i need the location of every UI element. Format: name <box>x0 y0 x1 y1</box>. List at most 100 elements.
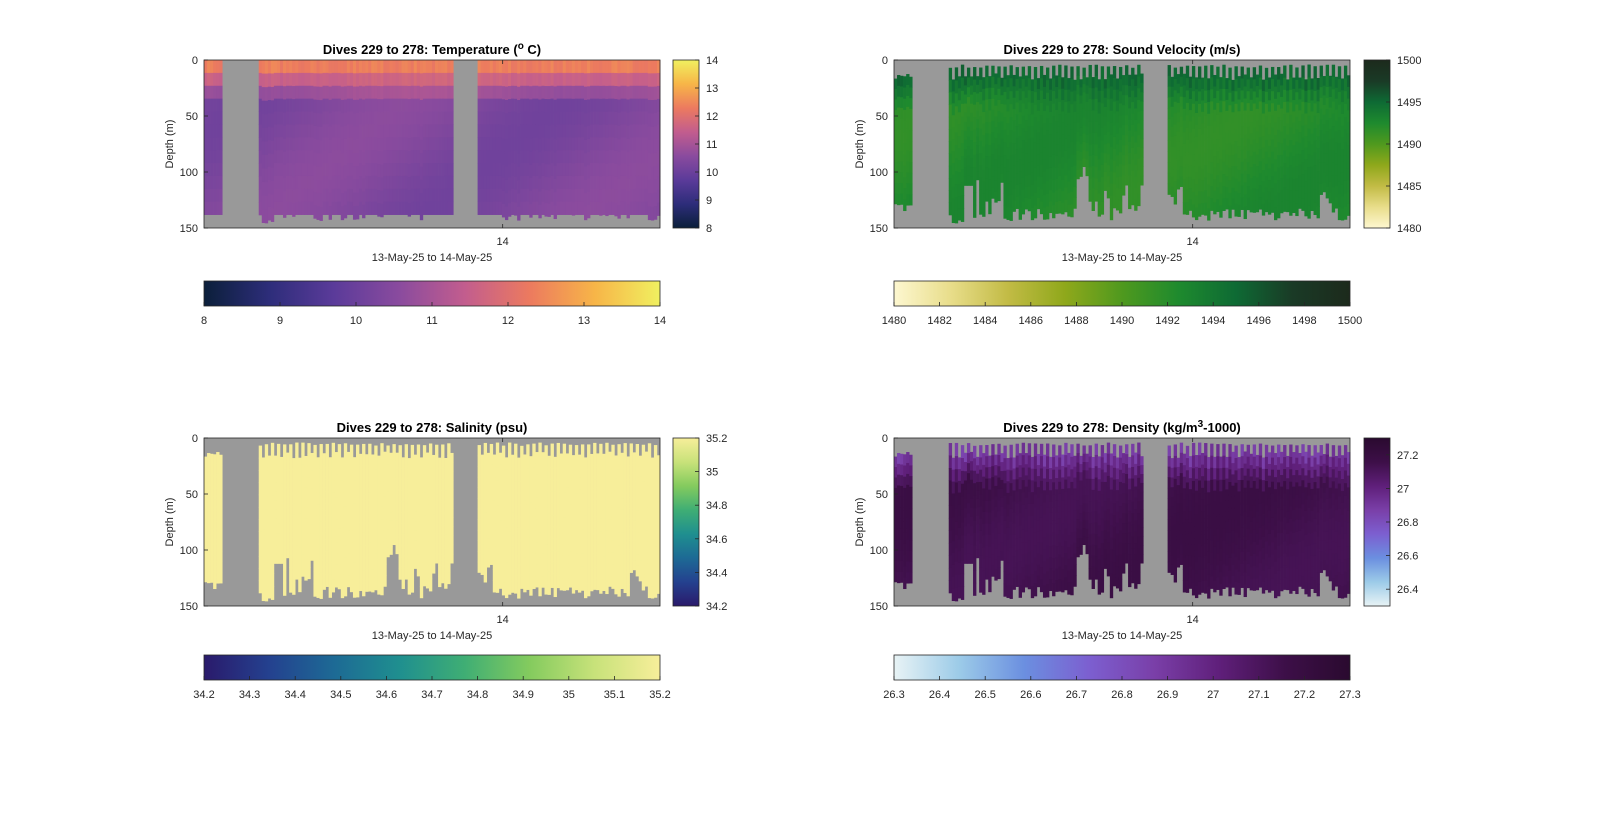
profile-cell <box>568 124 573 138</box>
profile-cell <box>1000 112 1004 122</box>
profile-cell <box>526 98 530 112</box>
profile-cell <box>1255 200 1260 213</box>
profile-cell <box>340 480 345 493</box>
profile-cell <box>1049 167 1053 180</box>
profile-cell <box>1039 78 1044 91</box>
profile-cell <box>428 455 433 469</box>
profile-cell <box>508 125 512 139</box>
profile-cell <box>1173 113 1178 125</box>
profile-cell <box>973 204 977 218</box>
profile-cell <box>1055 167 1059 180</box>
profile-cell <box>210 150 214 164</box>
profile-cell <box>1249 88 1254 101</box>
profile-cell <box>1243 158 1247 171</box>
profile-cell <box>653 206 658 220</box>
profile-cell <box>538 544 542 558</box>
profile-cell <box>1128 141 1132 154</box>
profile-cell <box>520 564 524 577</box>
profile-cell <box>951 457 956 471</box>
profile-cell <box>213 188 217 203</box>
profile-cell <box>1310 100 1314 112</box>
profile-cell <box>489 98 494 112</box>
profile-cell <box>1064 187 1068 201</box>
profile-cell <box>1292 190 1296 202</box>
profile-cell <box>599 518 603 532</box>
profile-cell <box>1204 177 1208 191</box>
profile-cell <box>605 455 609 469</box>
profile-cell <box>292 138 296 152</box>
profile-cell <box>498 464 503 476</box>
profile-cell <box>498 520 503 533</box>
profile-cell <box>1191 116 1196 130</box>
profile-cell <box>1207 149 1211 162</box>
profile-cell <box>1076 122 1080 133</box>
profile-cell <box>270 468 275 483</box>
profile-cell <box>1061 157 1065 169</box>
profile-cell <box>419 60 424 74</box>
profile-cell <box>1240 173 1244 187</box>
profile-cell <box>559 567 564 579</box>
profile-cell <box>1237 111 1241 124</box>
profile-cell <box>419 73 424 88</box>
profile-cell <box>289 444 293 458</box>
profile-cell <box>1325 153 1330 166</box>
profile-cell <box>608 72 612 87</box>
profile-cell <box>1267 77 1272 90</box>
profile-cell <box>450 517 454 527</box>
profile-cell <box>903 532 907 545</box>
profile-cell <box>1091 199 1095 211</box>
profile-cell <box>556 551 560 564</box>
profile-cell <box>596 464 600 477</box>
profile-cell <box>1021 115 1026 129</box>
profile-cell <box>1179 106 1184 118</box>
profile-cell <box>590 124 594 138</box>
profile-cell <box>1103 125 1108 136</box>
profile-cell <box>362 112 366 127</box>
profile-cell <box>1231 101 1235 113</box>
profile-cell <box>359 124 363 138</box>
profile-cell <box>1258 137 1263 150</box>
profile-cell <box>1334 120 1339 132</box>
profile-cell <box>1258 149 1263 162</box>
profile-cell <box>398 534 402 547</box>
profile-cell <box>444 201 448 215</box>
profile-cell <box>325 201 329 215</box>
profile-cell <box>216 506 220 518</box>
profile-cell <box>1021 103 1026 117</box>
profile-cell <box>480 85 484 100</box>
profile-cell <box>1295 203 1299 217</box>
profile-cell <box>532 201 536 215</box>
profile-cell <box>553 60 557 74</box>
profile-cell <box>547 190 551 204</box>
profile-cell <box>508 543 512 557</box>
profile-cell <box>1112 101 1117 114</box>
profile-cell <box>407 526 412 538</box>
profile-cell <box>340 113 345 127</box>
profile-cell <box>1067 124 1071 137</box>
profile-cell <box>1094 64 1098 77</box>
profile-cell <box>538 204 542 219</box>
profile-cell <box>447 175 451 190</box>
profile-cell <box>447 536 451 550</box>
profile-cell <box>556 124 560 138</box>
profile-cell <box>1346 133 1351 146</box>
profile-cell <box>325 562 329 576</box>
profile-cell <box>359 579 363 592</box>
profile-cell <box>395 528 399 538</box>
profile-cell <box>322 98 326 112</box>
profile-cell <box>301 201 305 215</box>
profile-cell <box>450 508 454 518</box>
profile-cell <box>216 111 220 125</box>
profile-cell <box>270 100 275 115</box>
profile-cell <box>514 493 518 507</box>
profile-cell <box>1304 79 1308 92</box>
profile-cell <box>489 504 494 515</box>
profile-cell <box>635 72 640 87</box>
profile-cell <box>957 504 962 517</box>
profile-cell <box>404 455 408 468</box>
profile-cell <box>307 465 311 478</box>
profile-cell <box>963 554 968 564</box>
profile-cell <box>1137 88 1141 101</box>
profile-cell <box>508 581 512 595</box>
profile-cell <box>404 60 408 74</box>
